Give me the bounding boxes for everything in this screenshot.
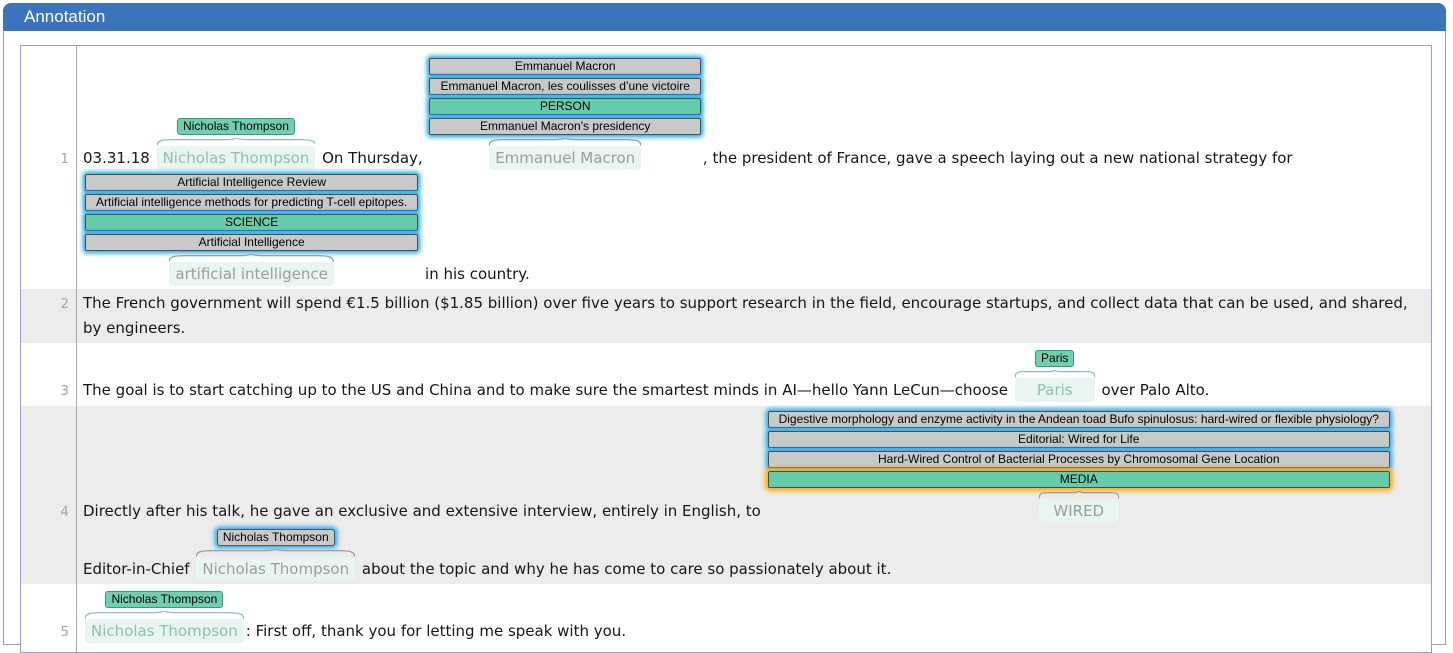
entity-annotation[interactable]: Nicholas Thompson Nicholas Thompson (85, 586, 244, 643)
entity-label[interactable]: Nicholas Thompson (177, 118, 295, 135)
brace-connector-icon (85, 611, 244, 619)
entity-text[interactable]: Nicholas Thompson (156, 146, 316, 170)
entity-text[interactable]: artificial intelligence (169, 262, 334, 286)
entity-annotation[interactable]: Paris Paris (1014, 345, 1095, 402)
brace-connector-icon (489, 138, 641, 146)
text-segment[interactable]: The French government will spend €1.5 bi… (83, 294, 1413, 337)
page-title: Annotation (24, 7, 106, 26)
text-segment[interactable]: , the president of France, gave a speech… (702, 149, 1298, 167)
brace-connector-icon (1039, 491, 1119, 499)
entity-annotation[interactable]: Emmanuel Macron Emmanuel Macron, les coul… (429, 55, 701, 170)
entity-text[interactable]: Emmanuel Macron (489, 146, 642, 170)
entity-annotation[interactable]: Artificial Intelligence Review Artificial… (85, 171, 419, 286)
stack-row[interactable]: MEDIA (767, 471, 1390, 488)
entity-text[interactable]: WIRED (1038, 499, 1119, 523)
stack-row[interactable]: SCIENCE (85, 214, 419, 231)
stack-row[interactable]: PERSON (429, 98, 701, 115)
brace-connector-icon (157, 138, 316, 146)
entity-underlay: Paris (1014, 370, 1095, 402)
brace-connector-icon (196, 549, 355, 557)
line-number: 5 (60, 624, 69, 640)
text-segment[interactable]: On Thursday, (317, 149, 428, 167)
annotation-document-pane: 1 03.31.18 Nicholas Thompson Nicholas Tho… (20, 45, 1432, 653)
entity-label[interactable]: Nicholas Thompson (105, 591, 224, 608)
text-segment[interactable]: about the topic and why he has come to c… (357, 560, 892, 578)
sentence-row: 4 Directly after his talk, he gave an exc… (21, 406, 1431, 584)
entity-label-stack: Emmanuel Macron Emmanuel Macron, les coul… (429, 58, 701, 135)
entity-label-wrap: Paris (1035, 345, 1075, 369)
sentence-row: 2 The French government will spend €1.5 b… (21, 289, 1431, 343)
entity-underlay: Nicholas Thompson (85, 611, 244, 643)
sentence-row: 1 03.31.18 Nicholas Thompson Nicholas Tho… (21, 53, 1431, 289)
text-segment[interactable]: : First off, thank you for letting me sp… (245, 622, 627, 640)
stack-row[interactable]: Artificial Intelligence (85, 234, 419, 251)
entity-underlay: Nicholas Thompson (196, 549, 356, 581)
entity-text[interactable]: Nicholas Thompson (196, 557, 356, 581)
sentence-row: 3 The goal is to start catching up to the… (21, 343, 1431, 406)
entity-annotation[interactable]: Nicholas Thompson Nicholas Thompson (156, 113, 316, 170)
entity-annotation[interactable]: Digestive morphology and enzyme activity… (767, 408, 1390, 523)
annotation-window: Annotation 1 03.31.18 Nicholas Thompson N… (3, 3, 1446, 653)
sentence-row: 5 Nicholas Thompson Nicholas Thompson: Fi… (21, 584, 1431, 647)
text-segment[interactable]: The goal is to start catching up to the … (83, 381, 1013, 399)
entity-annotation[interactable]: Nicholas Thompson Nicholas Thompson (196, 524, 356, 581)
line-number: 1 (60, 151, 69, 167)
entity-underlay: Nicholas Thompson (156, 138, 316, 170)
text-segment[interactable]: Editor-in-Chief (83, 502, 1397, 578)
text-segment[interactable]: over Palo Alto. (1096, 381, 1210, 399)
entity-underlay: artificial intelligence (169, 254, 334, 286)
line-number: 3 (60, 383, 69, 399)
entity-label-stack: Artificial Intelligence Review Artificial… (85, 174, 419, 251)
stack-row[interactable]: Emmanuel Macron, les coulisses d’une vic… (429, 78, 701, 95)
text-segment[interactable]: 03.31.18 (83, 149, 155, 167)
brace-connector-icon (1015, 370, 1095, 378)
stack-row[interactable]: Hard-Wired Control of Bacterial Processe… (767, 451, 1390, 468)
stack-row[interactable]: Artificial Intelligence Review (85, 174, 419, 191)
entity-text[interactable]: Paris (1014, 378, 1095, 402)
entity-label-wrap: Nicholas Thompson (105, 586, 224, 610)
entity-text[interactable]: Nicholas Thompson (85, 619, 244, 643)
stack-row[interactable]: Emmanuel Macron's presidency (429, 118, 701, 135)
entity-label[interactable]: Nicholas Thompson (216, 529, 335, 546)
stack-row[interactable]: Editorial: Wired for Life (767, 431, 1390, 448)
text-segment[interactable]: in his country. (420, 265, 530, 283)
titlebar: Annotation (3, 3, 1446, 31)
entity-underlay: WIRED (1038, 491, 1119, 523)
line-number: 2 (60, 296, 69, 312)
entity-underlay: Emmanuel Macron (489, 138, 642, 170)
brace-connector-icon (169, 254, 333, 262)
entity-label-wrap: Nicholas Thompson (177, 113, 295, 137)
line-number: 4 (60, 504, 69, 520)
stack-row[interactable]: Artificial intelligence methods for pred… (85, 194, 419, 211)
entity-label-stack: Digestive morphology and enzyme activity… (767, 411, 1390, 488)
entity-label-wrap: Nicholas Thompson (216, 524, 335, 548)
text-segment[interactable]: Directly after his talk, he gave an excl… (83, 502, 766, 520)
entity-label[interactable]: Paris (1035, 350, 1075, 367)
stack-row[interactable]: Digestive morphology and enzyme activity… (767, 411, 1390, 428)
stack-row[interactable]: Emmanuel Macron (429, 58, 701, 75)
